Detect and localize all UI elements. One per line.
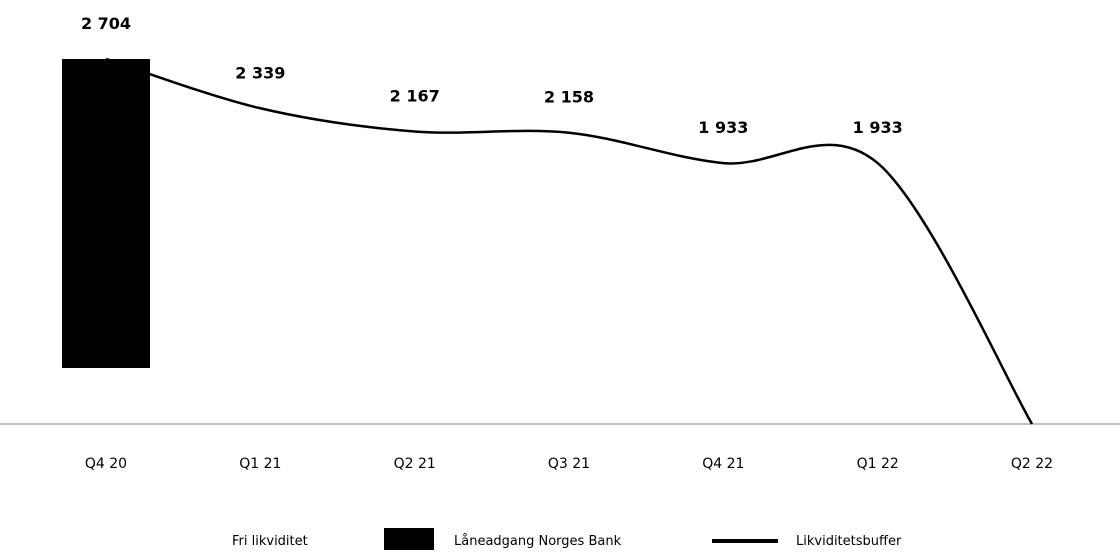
data-label-q1-22: 1 933 bbox=[853, 118, 903, 137]
legend-label-laneadgang-norges-bank: Låneadgang Norges Bank bbox=[454, 534, 622, 549]
legend-item-laneadgang-norges-bank: Låneadgang Norges Bank bbox=[384, 528, 622, 550]
x-tick-labels: Q4 20 Q1 21 Q2 21 Q3 21 Q4 21 Q1 22 Q2 22 bbox=[85, 456, 1053, 472]
legend-label-fri-likviditet: Fri likviditet bbox=[232, 534, 308, 549]
legend-label-likviditetsbuffer: Likviditetsbuffer bbox=[796, 534, 902, 549]
data-label-q4-21: 1 933 bbox=[698, 118, 748, 137]
x-tick-label-q4-21: Q4 21 bbox=[702, 456, 744, 472]
x-tick-label-q2-21: Q2 21 bbox=[394, 456, 436, 472]
x-tick-label-q3-21: Q3 21 bbox=[548, 456, 590, 472]
legend-swatch-laneadgang-norges-bank bbox=[384, 528, 434, 550]
data-labels-layer: 2 704 2 339 2 167 2 158 1 933 1 933 bbox=[81, 14, 903, 137]
data-label-q4-20: 2 704 bbox=[81, 14, 131, 33]
legend: Fri likviditet Låneadgang Norges Bank Li… bbox=[180, 528, 902, 550]
data-label-q3-21: 2 158 bbox=[544, 88, 594, 107]
x-tick-label-q1-22: Q1 22 bbox=[857, 456, 899, 472]
x-tick-label-q4-20: Q4 20 bbox=[85, 456, 127, 472]
x-tick-label-q1-21: Q1 21 bbox=[239, 456, 281, 472]
bar-q4-20 bbox=[62, 59, 150, 368]
legend-item-fri-likviditet: Fri likviditet bbox=[180, 528, 308, 550]
legend-swatch-fri-likviditet bbox=[180, 528, 220, 550]
data-label-q2-21: 2 167 bbox=[390, 86, 440, 105]
bars-layer bbox=[62, 59, 150, 368]
legend-item-likviditetsbuffer: Likviditetsbuffer bbox=[712, 534, 902, 549]
x-tick-label-q2-22: Q2 22 bbox=[1011, 456, 1053, 472]
data-label-q1-21: 2 339 bbox=[235, 63, 285, 82]
series-line-likviditetsbuffer bbox=[105, 57, 1034, 425]
